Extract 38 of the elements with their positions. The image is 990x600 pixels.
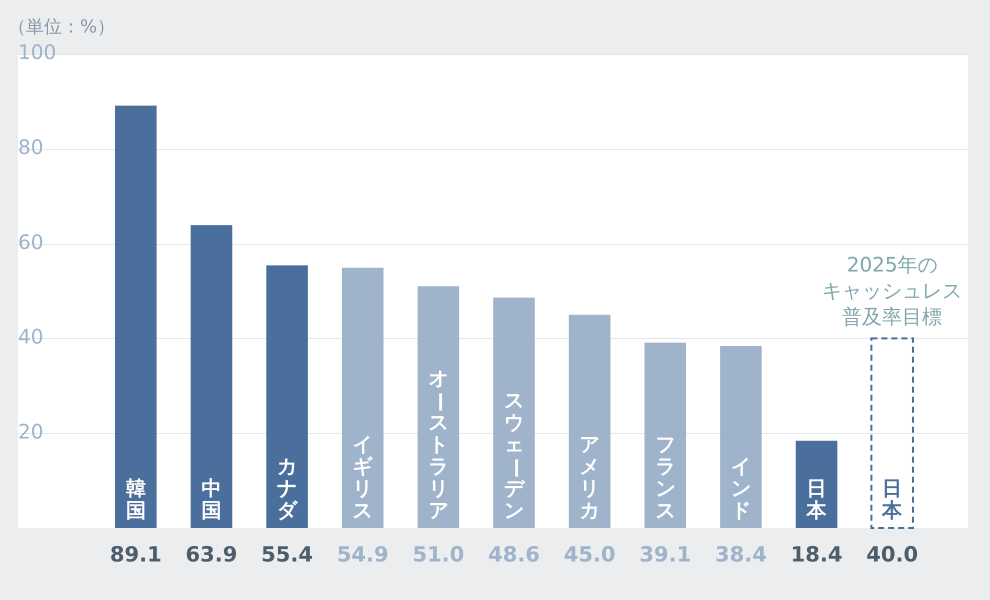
data-label: 38.4 xyxy=(714,542,767,566)
y-tick-label: 40 xyxy=(18,324,44,349)
x-tick-label: イギリス xyxy=(352,432,374,522)
data-label: 63.9 xyxy=(186,542,238,566)
annotation: 2025年の xyxy=(846,252,938,277)
x-tick-label: アメリカ xyxy=(580,432,600,522)
y-tick-label: 80 xyxy=(18,135,44,160)
bar xyxy=(644,342,686,528)
data-label: 51.0 xyxy=(412,542,464,566)
data-label: 39.1 xyxy=(639,542,692,566)
bar xyxy=(418,286,460,528)
annotation: 普及率目標 xyxy=(842,304,942,329)
x-tick-label: フランス xyxy=(655,432,676,522)
data-label: 40.0 xyxy=(866,542,918,566)
bar xyxy=(720,346,762,528)
x-tick-label: 中国 xyxy=(201,476,222,522)
x-tick-label: 日本 xyxy=(881,476,904,522)
bar xyxy=(342,268,384,528)
bar xyxy=(568,314,610,528)
x-tick-label: カナダ xyxy=(277,454,298,522)
annotation: キャッシュレス xyxy=(822,278,962,303)
y-axis-title: （単位：%） xyxy=(8,16,116,38)
data-label: 54.9 xyxy=(336,542,389,566)
x-tick-label: インド xyxy=(730,454,751,522)
y-tick-label: 20 xyxy=(18,419,44,444)
x-tick-label: 日本 xyxy=(806,476,828,522)
data-label: 89.1 xyxy=(110,542,162,566)
y-tick-label: 60 xyxy=(18,230,44,254)
y-tick-label: 100 xyxy=(18,40,56,64)
data-label: 45.0 xyxy=(564,542,616,566)
x-tick-label: オーストラリア xyxy=(428,366,452,522)
data-label: 48.6 xyxy=(488,542,540,566)
bar xyxy=(493,298,535,528)
data-label: 18.4 xyxy=(790,542,842,566)
x-tick-label: スウェーデン xyxy=(504,388,528,522)
x-tick-label: 韓国 xyxy=(126,476,146,522)
data-label: 55.4 xyxy=(261,542,314,566)
bar xyxy=(870,337,914,529)
